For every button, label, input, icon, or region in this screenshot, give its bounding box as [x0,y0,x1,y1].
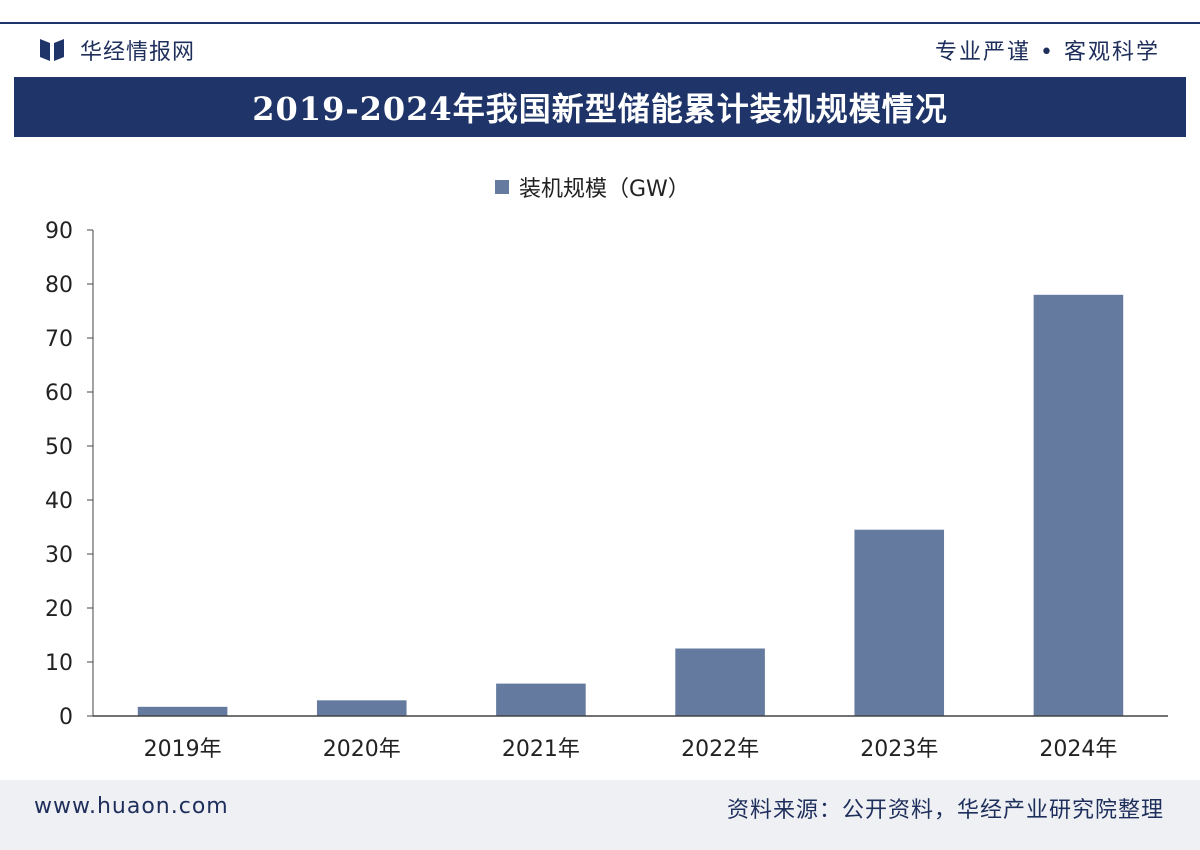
legend-swatch [495,180,509,194]
legend-label: 装机规模（GW） [519,177,690,202]
bar [316,700,407,716]
y-tick-label: 50 [45,435,73,460]
y-tick-label: 40 [45,489,73,514]
brand-name: 华经情报网 [80,40,196,65]
bar [137,706,228,716]
legend: 装机规模（GW） [495,171,690,203]
y-tick-label: 0 [59,705,73,730]
footer-website: www.huaon.com [34,794,229,819]
x-tick-label: 2019年 [144,737,222,762]
y-tick-label: 70 [45,327,73,352]
y-tick-label: 30 [45,543,73,568]
chart-title: 2019-2024年我国新型储能累计装机规模情况 [252,90,948,128]
y-tick-label: 10 [45,651,73,676]
x-tick-label: 2021年 [502,737,580,762]
bar [675,648,765,716]
x-tick-label: 2023年 [860,737,938,762]
x-tick-label: 2020年 [323,737,401,762]
x-tick-label: 2022年 [681,737,759,762]
y-tick-label: 20 [45,597,73,622]
top-divider [0,22,1200,24]
bar [496,683,586,716]
y-tick-label: 60 [45,381,73,406]
footer-source: 资料来源：公开资料，华经产业研究院整理 [726,798,1164,823]
footer-band [0,780,1200,850]
bar [1033,294,1124,716]
title-bar: 2019-2024年我国新型储能累计装机规模情况 [14,77,1186,137]
bar [854,529,945,716]
brand-logo: 华经情报网 [40,34,195,66]
x-tick-label: 2024年 [1039,737,1117,762]
slogan: 专业严谨 • 客观科学 [935,40,1160,65]
y-tick-label: 80 [45,273,73,298]
huajing-logo-icon [40,39,64,61]
y-tick-label: 90 [45,219,73,244]
bar-chart: 0 10 20 30 40 50 60 70 80 90 2019年 2020年 2021年 2022年 2… [45,219,1168,762]
